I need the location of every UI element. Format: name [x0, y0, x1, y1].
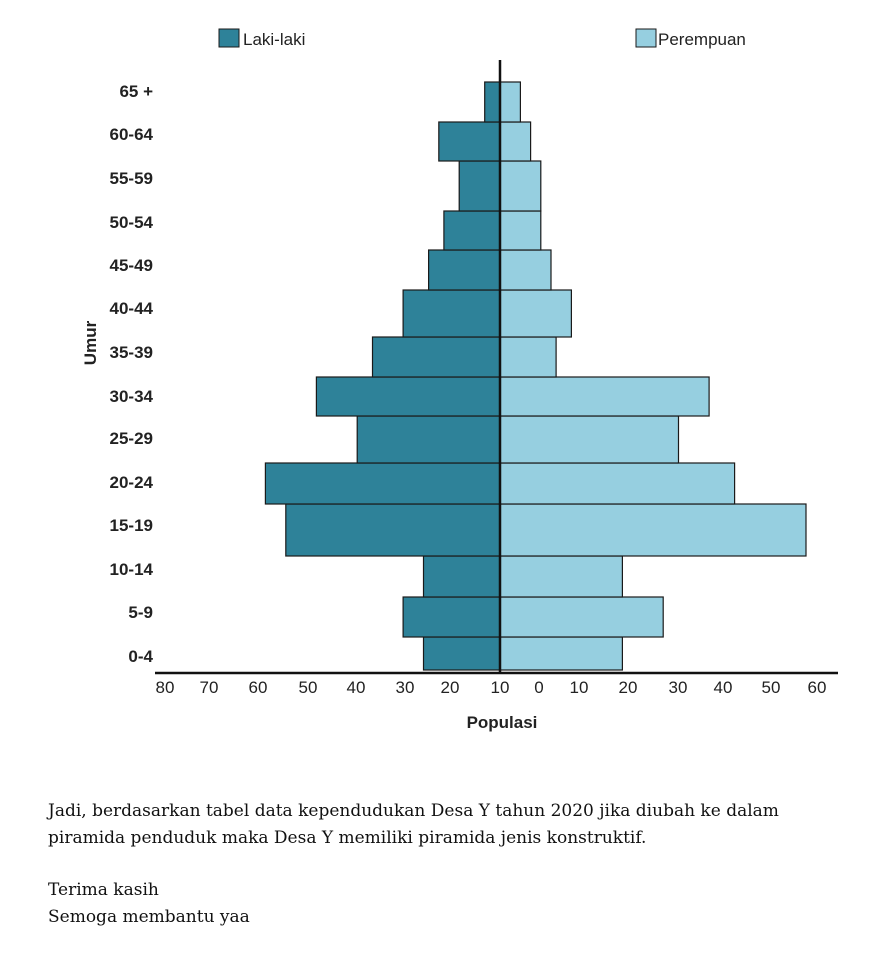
x-tick-left-10: 10 — [491, 678, 510, 697]
bar-female-65plus — [499, 81, 521, 123]
x-tick-right-20: 20 — [619, 678, 638, 697]
age-label-65plus: 65 + — [119, 82, 153, 101]
bar-female-20-24 — [499, 462, 736, 505]
age-group-labels: 0-4 5-9 10-14 15-19 20-24 25-29 30-34 35-39 40-4… — [110, 82, 154, 666]
age-label-0-4: 0-4 — [128, 647, 153, 666]
bar-female-5-9 — [499, 596, 664, 638]
x-tick-left-60: 60 — [249, 678, 268, 697]
caption-paragraph: Jadi, berdasarkan tabel data kependuduka… — [48, 801, 779, 848]
bar-male-45-49 — [428, 249, 501, 291]
bar-female-25-29 — [499, 415, 680, 464]
bar-male-25-29 — [356, 415, 501, 464]
bar-female-45-49 — [499, 249, 552, 291]
age-label-20-24: 20-24 — [110, 473, 154, 492]
x-tick-left-20: 20 — [441, 678, 460, 697]
age-label-60-64: 60-64 — [110, 125, 154, 144]
bar-female-35-39 — [499, 336, 557, 378]
age-label-50-54: 50-54 — [110, 213, 154, 232]
bar-male-15-19 — [285, 503, 501, 557]
bar-male-60-64 — [438, 121, 501, 162]
age-label-5-9: 5-9 — [128, 603, 153, 622]
caption-closing: Terima kasih Semoga membantu yaa — [48, 877, 848, 931]
y-axis-title: Umur — [81, 320, 100, 365]
age-label-45-49: 45-49 — [110, 256, 153, 275]
x-tick-left-30: 30 — [396, 678, 415, 697]
x-tick-left-80: 80 — [156, 678, 175, 697]
bar-male-20-24 — [264, 462, 501, 505]
age-label-10-14: 10-14 — [110, 560, 154, 579]
bar-female-50-54 — [499, 210, 542, 251]
bar-male-0-4 — [422, 636, 501, 671]
bar-female-30-34 — [499, 376, 710, 417]
age-label-55-59: 55-59 — [110, 169, 153, 188]
bar-male-40-44 — [402, 289, 501, 338]
legend-swatch-male — [218, 28, 240, 48]
bar-female-15-19 — [499, 503, 807, 557]
bar-female-0-4 — [499, 636, 624, 671]
x-tick-right-0: 0 — [534, 678, 543, 697]
x-tick-left-50: 50 — [299, 678, 318, 697]
bar-male-5-9 — [402, 596, 501, 638]
legend: Laki-laki Perempuan — [218, 28, 746, 49]
x-tick-left-70: 70 — [200, 678, 219, 697]
x-tick-right-10: 10 — [570, 678, 589, 697]
caption-thanks-line: Terima kasih — [48, 880, 159, 900]
age-label-15-19: 15-19 — [110, 516, 153, 535]
x-tick-right-40: 40 — [714, 678, 733, 697]
male-bars-series — [264, 81, 501, 671]
age-label-40-44: 40-44 — [110, 299, 154, 318]
age-label-30-34: 30-34 — [110, 387, 154, 406]
age-label-35-39: 35-39 — [110, 343, 153, 362]
bar-male-30-34 — [315, 376, 501, 417]
bar-male-10-14 — [422, 555, 501, 598]
x-axis-tick-labels: 80 70 60 50 40 30 20 10 0 10 20 30 40 50 60 — [156, 678, 827, 697]
bar-female-40-44 — [499, 289, 573, 338]
bar-male-55-59 — [458, 160, 501, 212]
x-tick-right-50: 50 — [762, 678, 781, 697]
bar-male-50-54 — [443, 210, 501, 251]
x-tick-right-30: 30 — [669, 678, 688, 697]
caption-wish-line: Semoga membantu yaa — [48, 907, 250, 927]
bar-female-55-59 — [499, 160, 542, 212]
bar-female-60-64 — [499, 121, 532, 162]
legend-swatch-female — [635, 28, 657, 48]
bar-female-10-14 — [499, 555, 624, 598]
female-bars-series — [499, 81, 807, 671]
x-axis-title: Populasi — [467, 713, 538, 732]
x-tick-right-60: 60 — [808, 678, 827, 697]
x-tick-left-40: 40 — [347, 678, 366, 697]
legend-label-female: Perempuan — [658, 30, 746, 49]
age-label-25-29: 25-29 — [110, 429, 153, 448]
population-pyramid-chart: Laki-laki Perempuan 0-4 5-9 10-14 15-19 20-2… — [81, 28, 838, 732]
bar-male-35-39 — [371, 336, 501, 378]
legend-label-male: Laki-laki — [243, 30, 305, 49]
bar-male-65plus — [484, 81, 501, 123]
